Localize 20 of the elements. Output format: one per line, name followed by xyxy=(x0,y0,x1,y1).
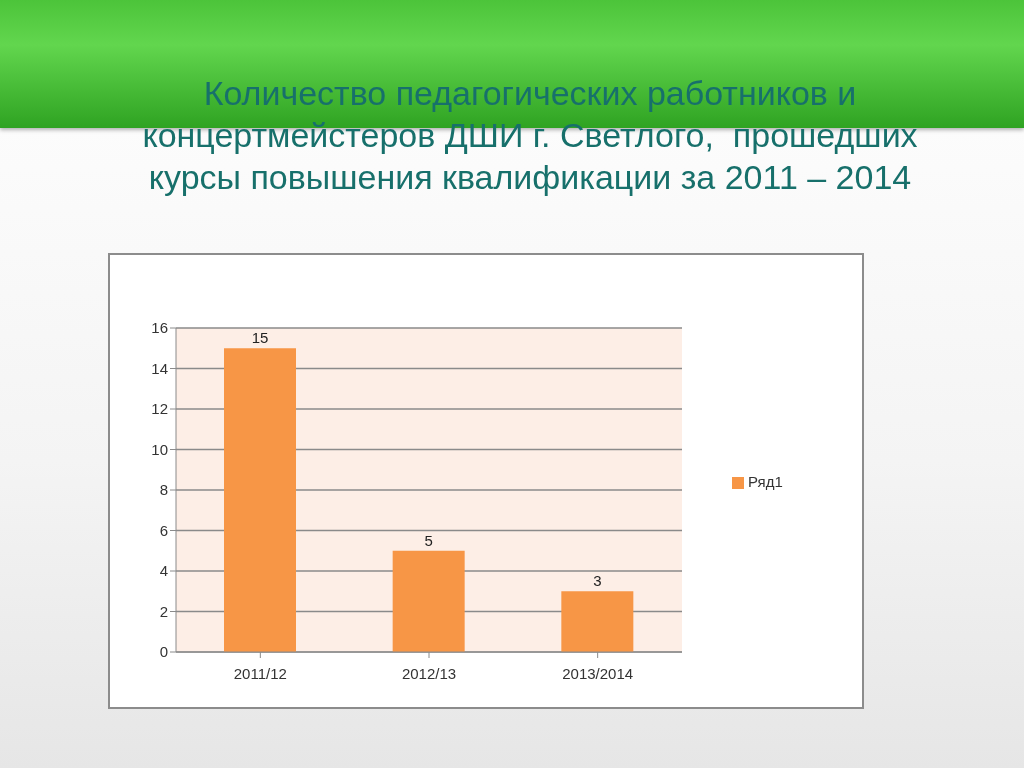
y-tick-label: 16 xyxy=(151,319,168,337)
x-tick-label: 2012/13 xyxy=(401,664,457,682)
y-tick-label: 12 xyxy=(151,400,168,418)
y-tick-label: 6 xyxy=(159,521,168,539)
data-label: 5 xyxy=(424,531,433,549)
y-tick-label: 2 xyxy=(159,602,168,620)
y-tick-label: 10 xyxy=(151,440,168,458)
bar xyxy=(392,550,465,652)
y-tick-label: 0 xyxy=(159,643,168,661)
bar xyxy=(561,591,634,652)
data-label: 15 xyxy=(251,329,269,347)
data-label: 3 xyxy=(593,572,602,590)
bar xyxy=(224,348,296,652)
y-tick-label: 8 xyxy=(159,481,168,499)
chart-title: Количество педагогических работников и концертмейстеров ДШИ г. Светлого, прошедших курсы повышения квалификации за 2011 – 2014 xyxy=(141,73,919,198)
y-tick-label: 14 xyxy=(151,359,168,377)
y-tick-label: 4 xyxy=(159,562,168,580)
x-tick-label: 2013/2014 xyxy=(562,664,634,682)
legend-label: Ряд1 xyxy=(748,472,783,490)
x-tick-label: 2011/12 xyxy=(233,664,287,682)
